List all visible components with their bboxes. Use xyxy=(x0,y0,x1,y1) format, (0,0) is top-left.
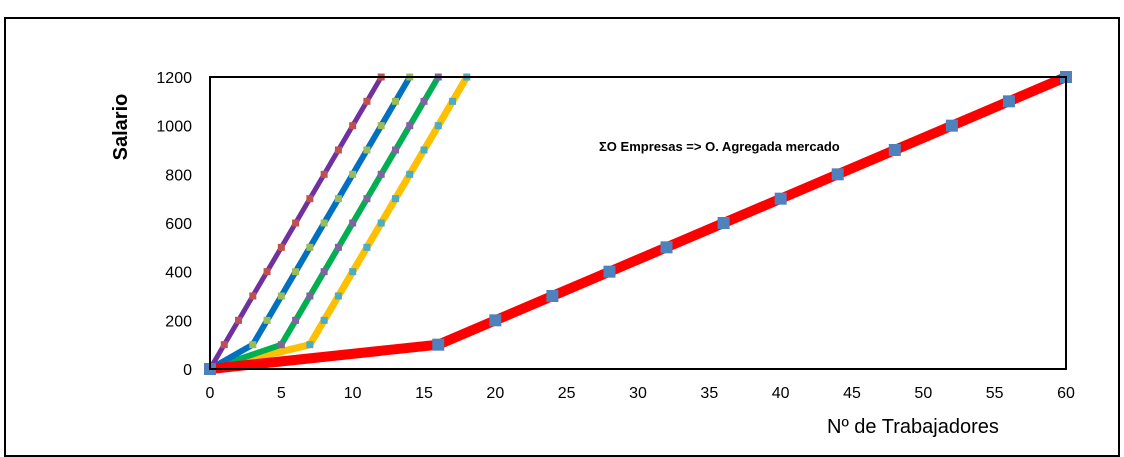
series-layer xyxy=(204,71,1072,375)
data-point xyxy=(377,170,385,178)
data-point xyxy=(717,217,730,229)
data-point xyxy=(349,219,357,227)
data-point xyxy=(306,292,314,300)
data-point xyxy=(249,292,257,300)
x-axis-title: Nº de Trabajadores xyxy=(827,416,999,438)
data-point xyxy=(277,243,285,251)
y-tick-label: 1000 xyxy=(156,119,192,136)
data-point xyxy=(363,243,371,251)
tick-layer: 0 5 10 15 20 25 30 35 40 45 50 55 600200400600800100… xyxy=(156,70,1075,402)
data-point xyxy=(391,97,399,105)
data-point xyxy=(888,144,901,156)
data-point xyxy=(334,292,342,300)
data-point xyxy=(306,195,314,203)
data-point xyxy=(334,243,342,251)
data-point xyxy=(774,192,787,205)
data-point xyxy=(277,292,285,300)
chart-frame xyxy=(4,17,1120,457)
x-tick-label: 20 xyxy=(486,385,504,402)
series-5 xyxy=(204,71,1072,375)
y-tick-label: 800 xyxy=(165,167,192,184)
data-point xyxy=(306,243,314,251)
y-tick-label: 400 xyxy=(165,265,192,282)
series-line xyxy=(206,73,471,373)
y-tick-label: 200 xyxy=(165,313,192,330)
x-tick-label: 30 xyxy=(629,385,647,402)
data-point xyxy=(320,170,328,178)
data-point xyxy=(292,268,300,276)
data-point xyxy=(292,316,300,324)
data-point xyxy=(320,219,328,227)
data-point xyxy=(377,122,385,130)
data-point xyxy=(391,195,399,203)
data-point xyxy=(349,122,357,130)
data-point xyxy=(945,119,958,132)
x-tick-label: 50 xyxy=(914,385,932,402)
x-tick-label: 10 xyxy=(344,385,362,402)
y-tick-label: 1200 xyxy=(156,70,192,87)
series-1 xyxy=(206,73,471,373)
x-tick-label: 40 xyxy=(772,385,790,402)
y-tick-label: 600 xyxy=(165,216,192,233)
x-tick-label: 5 xyxy=(277,385,286,402)
data-point xyxy=(320,316,328,324)
data-point xyxy=(377,219,385,227)
x-tick-label: 15 xyxy=(415,385,433,402)
series-line xyxy=(205,72,1071,374)
data-point xyxy=(334,146,342,154)
data-point xyxy=(420,97,428,105)
x-tick-label: 60 xyxy=(1057,385,1075,402)
data-point xyxy=(603,265,616,278)
data-point xyxy=(406,170,414,178)
x-tick-label: 45 xyxy=(843,385,861,402)
data-point xyxy=(349,170,357,178)
data-point xyxy=(391,146,399,154)
data-point xyxy=(449,97,457,105)
data-point xyxy=(235,316,243,324)
data-point xyxy=(277,341,285,349)
x-tick-label: 25 xyxy=(558,385,576,402)
data-point xyxy=(249,341,257,349)
data-point xyxy=(263,268,271,276)
x-tick-label: 35 xyxy=(700,385,718,402)
data-point xyxy=(292,219,300,227)
data-point xyxy=(406,122,414,130)
series-4 xyxy=(206,73,385,373)
data-point xyxy=(363,146,371,154)
data-point xyxy=(434,122,442,130)
data-point xyxy=(546,290,559,302)
annotation-text: ΣO Empresas => O. Agregada mercado xyxy=(599,139,840,154)
data-point xyxy=(220,341,228,349)
chart-svg: 0 5 10 15 20 25 30 35 40 45 50 55 600200400600800100… xyxy=(110,70,1075,438)
data-point xyxy=(1002,95,1015,108)
y-axis-title: Salario xyxy=(110,94,132,161)
data-point xyxy=(349,268,357,276)
plot-area xyxy=(209,76,1067,370)
data-point xyxy=(831,168,844,181)
x-tick-label: 55 xyxy=(986,385,1004,402)
data-point xyxy=(660,241,673,254)
y-tick-label: 0 xyxy=(183,362,192,379)
data-point xyxy=(334,195,342,203)
x-tick-label: 0 xyxy=(206,385,215,402)
data-point xyxy=(432,338,445,351)
data-point xyxy=(489,314,502,327)
data-point xyxy=(363,195,371,203)
data-point xyxy=(420,146,428,154)
data-point xyxy=(306,341,314,349)
data-point xyxy=(263,316,271,324)
data-point xyxy=(320,268,328,276)
data-point xyxy=(363,97,371,105)
series-3 xyxy=(206,73,414,373)
